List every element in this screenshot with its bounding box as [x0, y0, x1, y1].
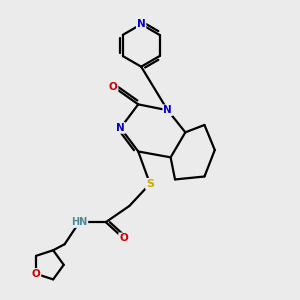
Text: S: S — [146, 179, 154, 189]
Text: N: N — [137, 19, 146, 29]
Text: O: O — [109, 82, 118, 92]
Text: N: N — [116, 123, 125, 133]
Text: HN: HN — [71, 217, 88, 227]
Text: O: O — [32, 269, 40, 279]
Text: O: O — [119, 233, 128, 243]
Text: N: N — [163, 105, 172, 115]
